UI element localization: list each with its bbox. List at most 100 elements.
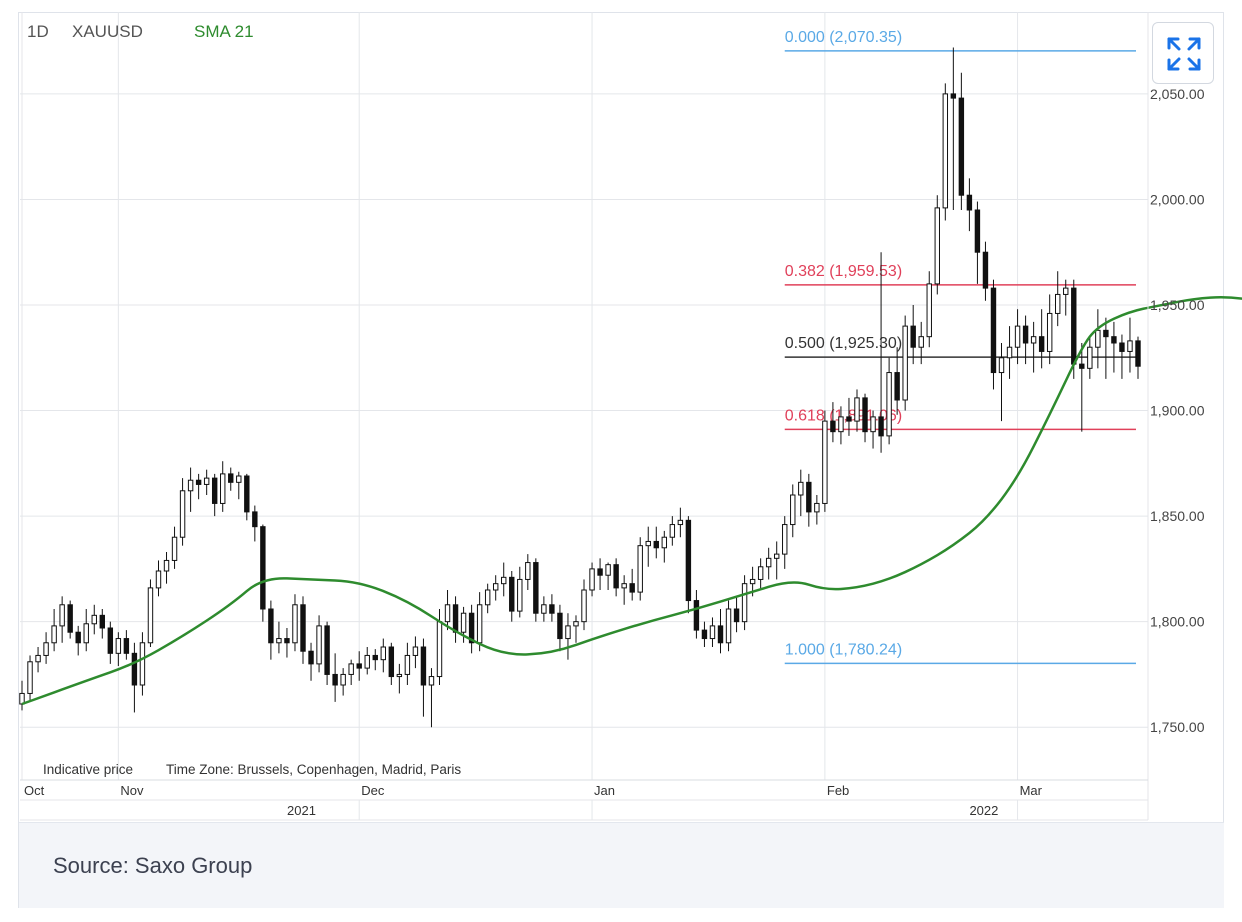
candle-body — [324, 625, 330, 675]
candle-body — [926, 283, 932, 338]
y-axis: 1,750.00 1,800.00 1,850.00 1,900.00 1,950.00… — [1147, 12, 1205, 820]
candle-body — [252, 511, 258, 528]
candle-body — [1079, 363, 1085, 369]
candle-body — [300, 604, 306, 652]
candle-body — [284, 638, 290, 644]
candle-body — [340, 673, 346, 686]
candle-body — [685, 519, 692, 602]
candle-body — [589, 568, 595, 591]
candle-body — [244, 475, 250, 513]
expand-arrows-icon — [1167, 37, 1201, 71]
candle-body — [436, 621, 443, 678]
candle-body — [260, 526, 266, 610]
candle-body — [637, 545, 643, 593]
y-tick-label: 2,000.00 — [1150, 191, 1205, 207]
candle-body — [846, 416, 852, 422]
candle-body — [139, 642, 146, 686]
candle-body — [942, 93, 949, 209]
candle-body — [790, 494, 796, 526]
candle-body — [356, 663, 362, 669]
candle-body — [773, 553, 780, 559]
candle-body — [364, 654, 370, 669]
candle-body — [862, 397, 868, 433]
candle-body — [1006, 346, 1013, 359]
candle-body — [59, 604, 65, 627]
candle-body — [693, 600, 700, 631]
y-tick-label: 1,850.00 — [1150, 508, 1205, 524]
candle-body — [541, 604, 547, 614]
candle-body — [1030, 336, 1037, 344]
candle-body — [155, 570, 162, 589]
candle-body — [292, 604, 298, 644]
candle-body — [782, 524, 788, 555]
y-tick-label: 1,800.00 — [1150, 614, 1205, 630]
candle-body — [645, 540, 651, 547]
candle-body — [605, 564, 611, 576]
indicative-price-note: Indicative price — [43, 762, 133, 777]
y-tick-label: 1,750.00 — [1150, 719, 1205, 735]
candle-body — [372, 654, 378, 661]
x-tick-label: Nov — [120, 783, 144, 798]
candle-body — [757, 566, 764, 580]
candle-body — [974, 209, 981, 253]
candle-body — [51, 625, 57, 644]
candle-body — [533, 562, 539, 614]
candle-body — [621, 583, 627, 589]
candle-body — [661, 536, 668, 549]
candle-body — [492, 583, 499, 591]
candle-body — [501, 576, 507, 585]
candle-body — [677, 519, 684, 526]
candle-body — [1055, 293, 1061, 314]
candle-body — [990, 287, 997, 374]
candle-body — [228, 473, 234, 483]
fullscreen-button[interactable] — [1152, 22, 1214, 84]
candle-body — [749, 578, 756, 585]
fib-level-label: 0.382 (1,959.53) — [785, 263, 902, 280]
year-label: 2021 — [287, 803, 316, 818]
symbol-label: XAUUSD — [72, 22, 143, 41]
candle-body — [573, 621, 579, 627]
candle-body — [428, 676, 435, 686]
candle-body — [525, 562, 531, 580]
candle-body — [1127, 340, 1133, 352]
source-caption: Source: Saxo Group — [53, 853, 253, 878]
interval-label: 1D — [27, 22, 49, 41]
fib-level-label: 1.000 (1,780.24) — [785, 641, 902, 658]
candle-body — [894, 372, 900, 401]
candle-body — [420, 646, 427, 686]
candle-body — [1038, 336, 1045, 352]
y-tick-label: 1,950.00 — [1150, 297, 1205, 313]
candle-body — [517, 578, 523, 612]
candle-body — [814, 502, 820, 513]
candle-body — [878, 416, 884, 437]
candle-body — [597, 568, 603, 576]
candle-body — [348, 663, 354, 675]
candle-body — [1071, 287, 1077, 365]
candle-body — [452, 604, 459, 633]
candle-body — [1087, 346, 1093, 369]
candle-body — [27, 661, 33, 694]
candle-body — [629, 583, 635, 593]
chart-grid — [20, 12, 1148, 780]
candle-body — [115, 638, 122, 654]
candle-body — [1135, 340, 1141, 367]
x-tick-label: Mar — [1020, 783, 1043, 798]
x-tick-label: Jan — [594, 783, 615, 798]
y-tick-label: 1,900.00 — [1150, 403, 1205, 419]
x-tick-label: Oct — [24, 783, 45, 798]
candle-body — [195, 479, 202, 485]
candle-body — [211, 477, 218, 504]
candle-body — [203, 477, 210, 485]
candle-body — [733, 608, 740, 623]
candle-body — [35, 654, 41, 663]
fib-level-label: 0.500 (1,925.30) — [785, 335, 902, 352]
candle-body — [1063, 287, 1069, 295]
candle-body — [1046, 312, 1053, 352]
candle-body — [99, 614, 105, 629]
x-tick-label: Feb — [827, 783, 849, 798]
chart-frame — [18, 12, 1224, 908]
candle-body — [268, 608, 274, 644]
candle-body — [1022, 325, 1029, 344]
candle-body — [75, 631, 81, 644]
